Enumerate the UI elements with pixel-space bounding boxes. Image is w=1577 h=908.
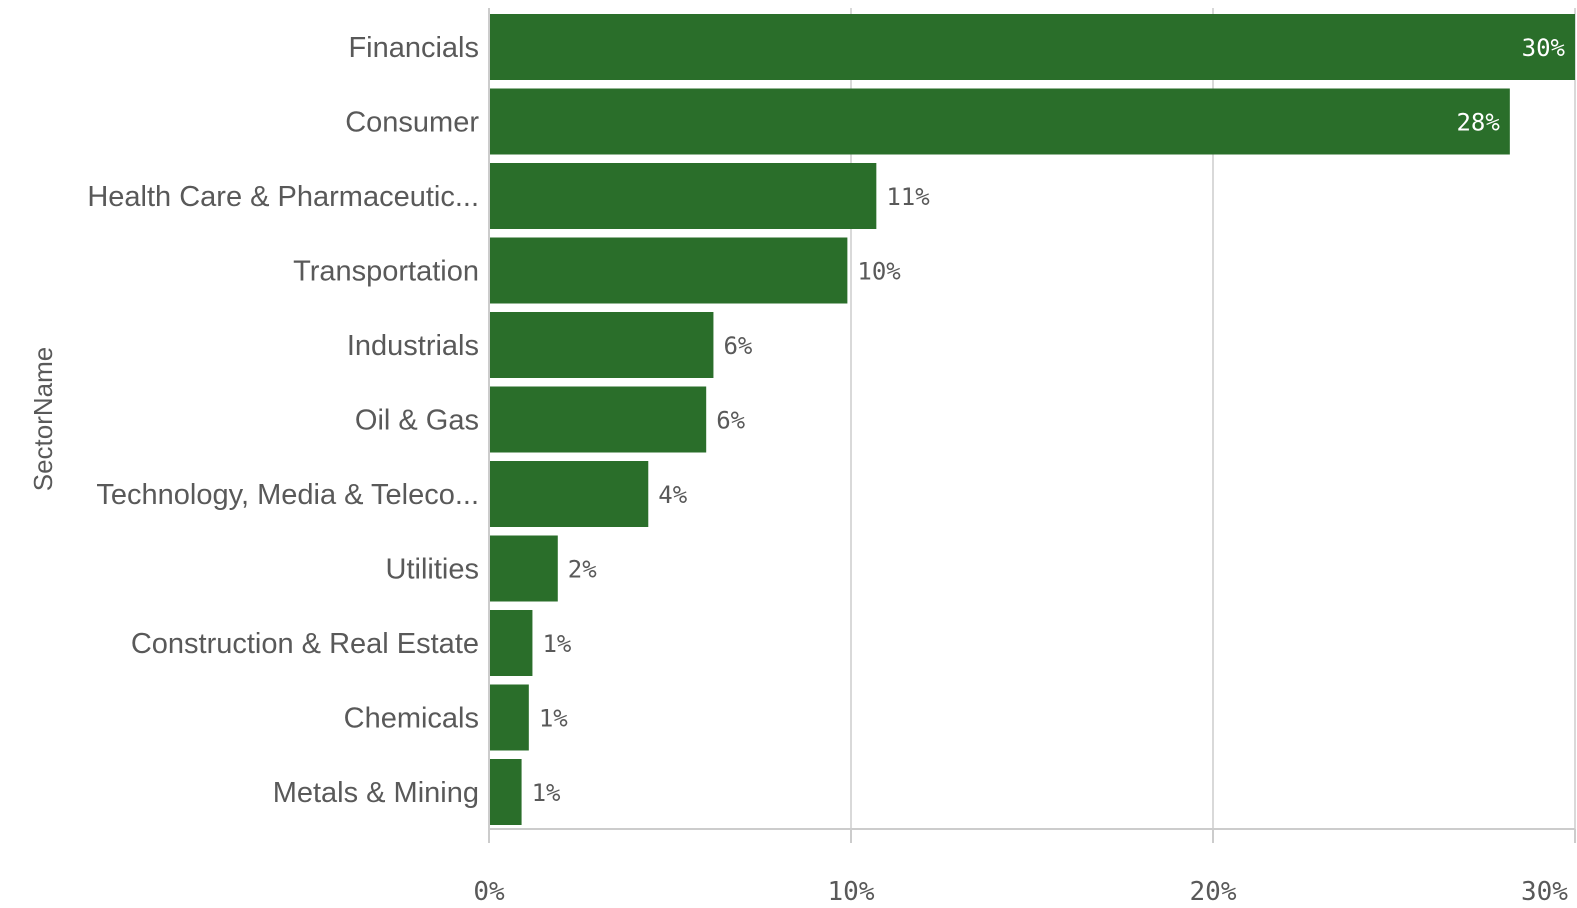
category-label-3: Transportation [293, 256, 479, 288]
bar-7 [489, 535, 558, 602]
bar-9 [489, 684, 529, 751]
category-label-2: Health Care & Pharmaceutic... [87, 181, 479, 213]
category-label-4: Industrials [347, 330, 479, 362]
x-tick-label-2: 20% [1190, 877, 1237, 907]
bar-1 [489, 88, 1510, 155]
value-label-5: 6% [716, 407, 745, 435]
category-label-6: Technology, Media & Teleco... [96, 479, 479, 511]
value-label-9: 1% [539, 705, 568, 733]
x-tick-label-1: 10% [828, 877, 875, 907]
bar-4 [489, 312, 714, 378]
value-label-0: 30% [1522, 34, 1566, 62]
category-label-9: Chemicals [344, 703, 479, 735]
category-label-0: Financials [348, 32, 479, 64]
value-label-7: 2% [568, 556, 597, 584]
y-axis-title: SectorName [28, 347, 58, 492]
value-label-1: 28% [1456, 109, 1500, 137]
bar-3 [489, 237, 848, 304]
value-label-6: 4% [658, 481, 687, 509]
axes [488, 8, 1576, 843]
bar-0 [489, 14, 1575, 80]
x-tick-label-3: 30% [1521, 877, 1568, 907]
category-label-8: Construction & Real Estate [131, 628, 479, 660]
value-label-4: 6% [723, 332, 752, 360]
labels: 0% 10% 20% 30% Financials 30% Consumer 28% Healt… [87, 32, 1568, 907]
category-label-10: Metals & Mining [273, 777, 479, 809]
bar-8 [489, 610, 533, 676]
bar-5 [489, 386, 707, 453]
bar-10 [489, 759, 522, 825]
category-label-1: Consumer [345, 107, 479, 139]
value-label-2: 11% [886, 183, 930, 211]
value-label-3: 10% [857, 258, 901, 286]
bars [489, 14, 1575, 825]
value-label-10: 1% [532, 779, 561, 807]
value-label-8: 1% [542, 630, 571, 658]
category-label-7: Utilities [386, 554, 479, 586]
bar-2 [489, 163, 877, 229]
x-tick-label-0: 0% [473, 877, 505, 907]
bar-6 [489, 461, 649, 527]
category-label-5: Oil & Gas [355, 405, 479, 437]
